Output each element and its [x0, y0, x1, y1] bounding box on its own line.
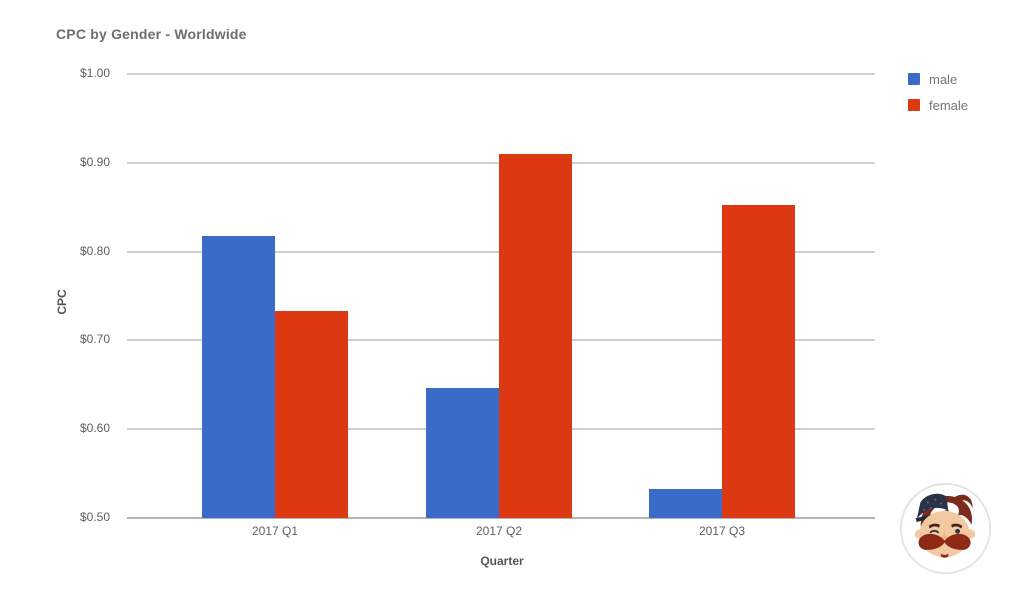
mascot-logo [899, 482, 992, 575]
y-tick-label: $1.00 [79, 66, 110, 80]
legend-label: female [929, 97, 969, 113]
x-tick-label: 2017 Q2 [475, 524, 523, 538]
y-tick-label: $0.80 [79, 243, 110, 258]
legend: male female [908, 66, 968, 118]
legend-swatch-icon [908, 73, 920, 85]
gridline [127, 73, 875, 75]
y-axis-title: CPC [55, 289, 69, 315]
gridline [127, 517, 875, 519]
chart-title: CPC by Gender - Worldwide [56, 26, 247, 42]
bar-female[interactable] [275, 311, 348, 518]
x-tick-label: 2017 Q1 [251, 524, 299, 538]
x-tick-label: 2017 Q3 [698, 524, 746, 538]
bar-male[interactable] [649, 488, 722, 518]
y-tick-label: $0.50 [79, 510, 110, 524]
y-tick-label: $0.70 [79, 332, 110, 347]
bar-male[interactable] [426, 388, 499, 518]
mustache-man-icon [899, 482, 992, 575]
legend-label: male [929, 71, 958, 87]
legend-item-male[interactable]: male [908, 66, 968, 92]
bar-female[interactable] [722, 205, 795, 518]
legend-swatch-icon [908, 99, 920, 111]
bar-female[interactable] [499, 153, 572, 518]
bar-male[interactable] [202, 235, 275, 518]
legend-item-female[interactable]: female [908, 92, 968, 118]
x-axis-title: Quarter [480, 554, 524, 568]
y-tick-label: $0.60 [79, 421, 110, 436]
y-tick-label: $0.90 [79, 154, 110, 169]
